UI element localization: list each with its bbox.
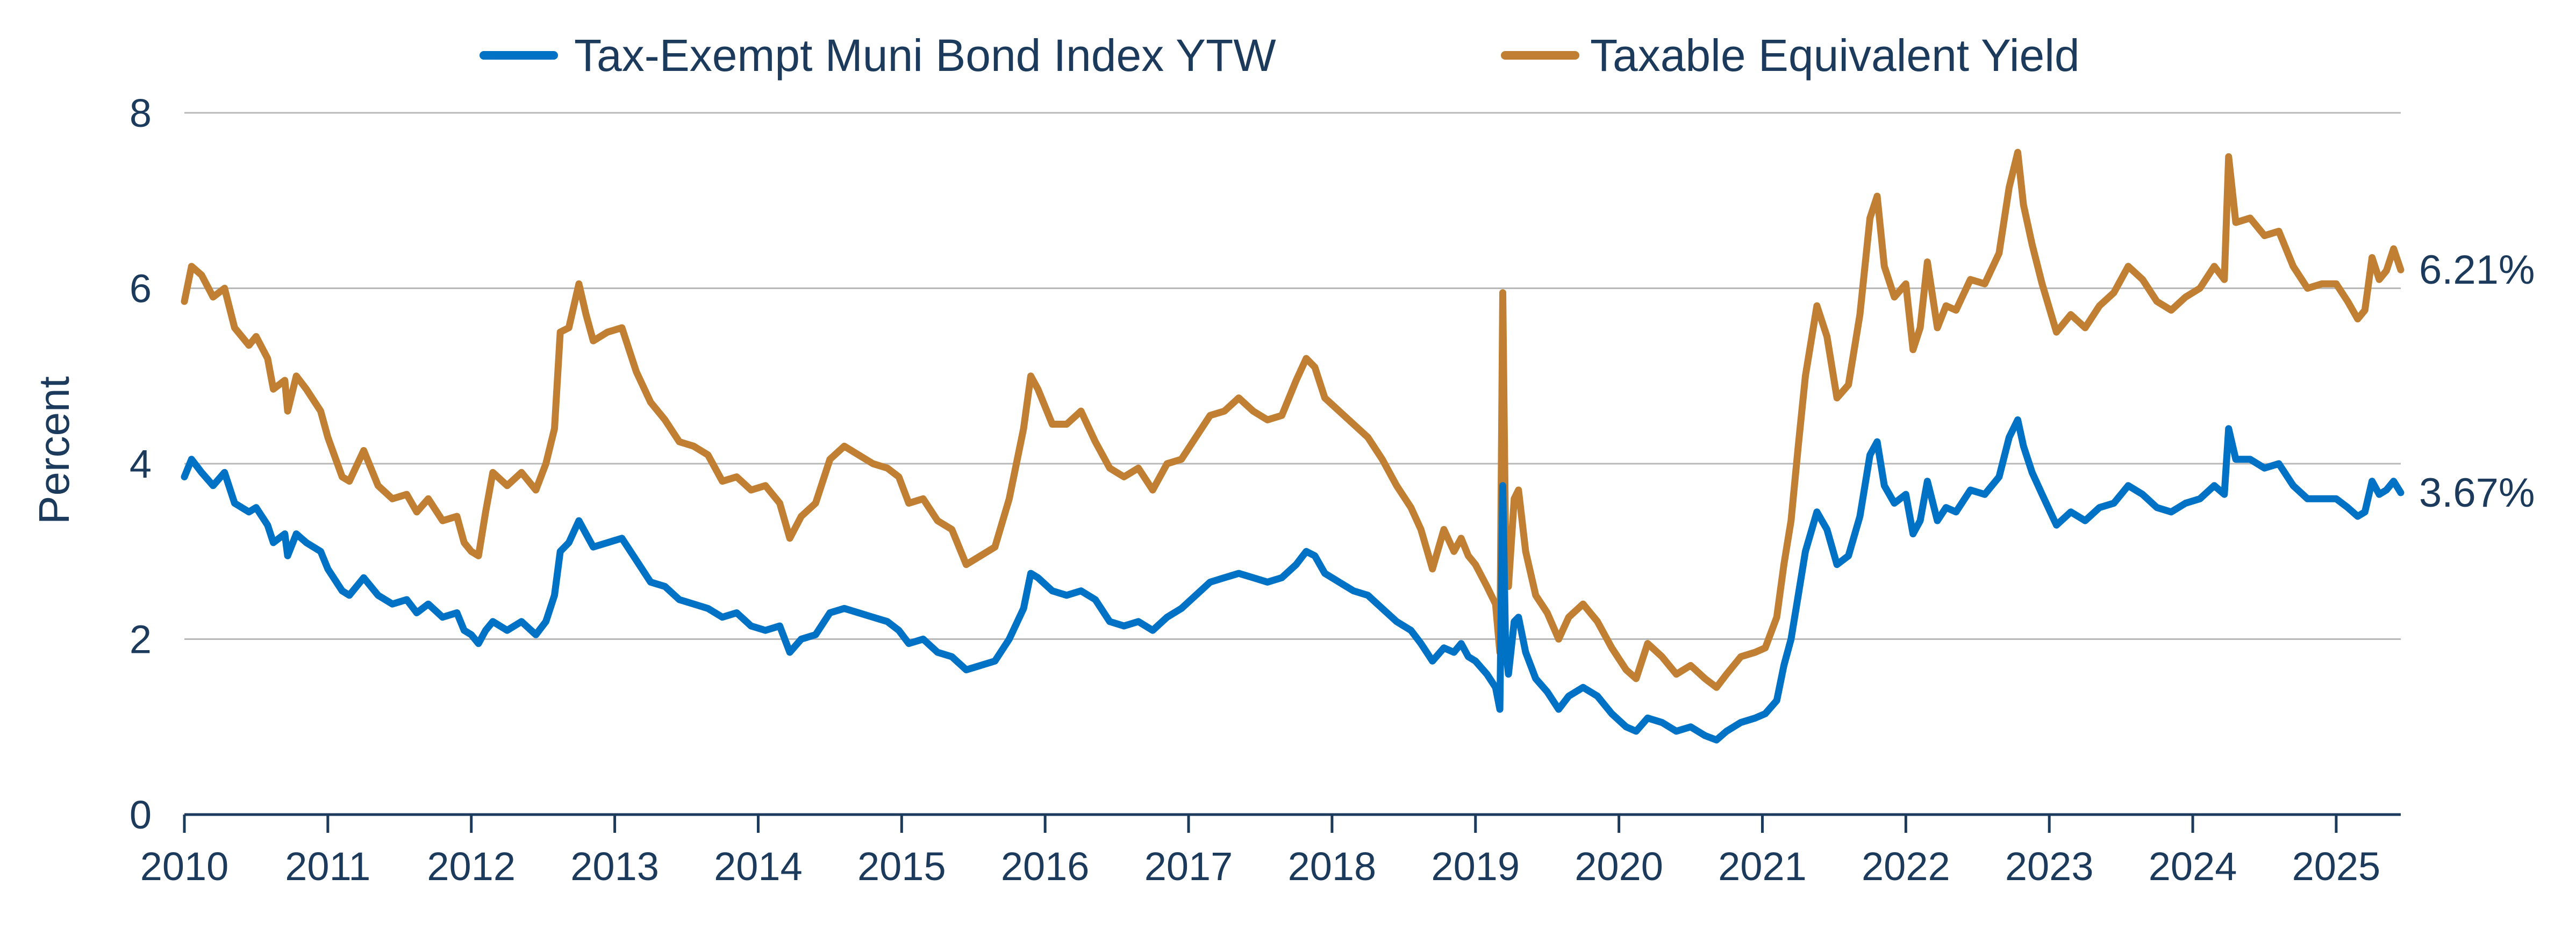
end-label-taxable-equivalent: 6.21%: [2419, 247, 2535, 293]
x-tick-label: 2021: [1718, 844, 1807, 889]
x-tick-label: 2019: [1431, 844, 1520, 889]
x-tick-label: 2014: [714, 844, 803, 889]
x-tick-label: 2012: [427, 844, 516, 889]
y-tick-label: 8: [130, 91, 152, 135]
x-ticks: 2010 2011 2012 2013 2014 2015 2016 2017 2018 2019…: [140, 815, 2381, 889]
x-tick-label: 2010: [140, 844, 229, 889]
y-tick-labels: 0 2 4 6 8: [130, 91, 152, 837]
y-tick-label: 0: [130, 793, 152, 837]
x-tick-label: 2023: [2005, 844, 2094, 889]
x-tick-label: 2013: [570, 844, 659, 889]
x-tick-label: 2015: [857, 844, 946, 889]
x-tick-label: 2018: [1288, 844, 1377, 889]
y-axis-title: Percent: [30, 376, 78, 524]
x-tick-label: 2025: [2292, 844, 2381, 889]
y-tick-label: 2: [130, 617, 152, 662]
end-value-labels: 6.21% 3.67%: [2419, 247, 2535, 516]
end-label-muni-ytw: 3.67%: [2419, 470, 2535, 516]
legend-label-muni-ytw: Tax-Exempt Muni Bond Index YTW: [574, 30, 1276, 81]
x-tick-label: 2022: [1862, 844, 1950, 889]
x-tick-label: 2016: [1001, 844, 1090, 889]
y-gridlines: [184, 112, 2401, 640]
plot-area: [181, 149, 2405, 744]
series-line-taxable-equivalent: [181, 149, 2405, 691]
x-tick-label: 2020: [1575, 844, 1663, 889]
series-line-muni-ytw: [181, 416, 2405, 744]
x-tick-label: 2024: [2149, 844, 2237, 889]
chart-legend: Tax-Exempt Muni Bond Index YTW Taxable E…: [480, 30, 2080, 81]
legend-label-taxable-equivalent: Taxable Equivalent Yield: [1590, 30, 2080, 81]
y-tick-label: 6: [130, 267, 152, 311]
x-tick-label: 2011: [285, 844, 370, 889]
x-tick-label: 2017: [1144, 844, 1233, 889]
y-tick-label: 4: [130, 442, 152, 486]
